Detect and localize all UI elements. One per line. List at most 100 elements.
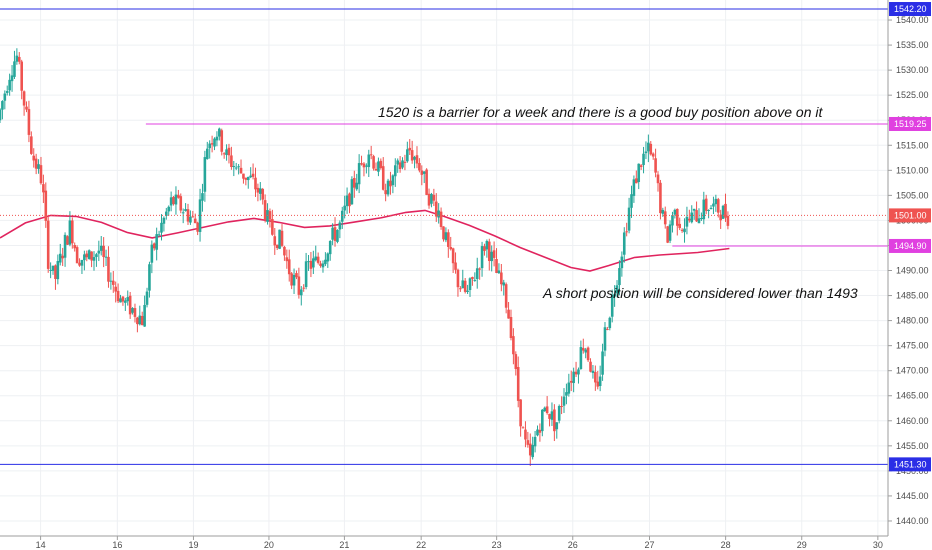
candle-body [10,75,14,82]
candle-down [273,227,277,255]
candle-up [259,182,262,201]
candle-up [661,207,665,217]
candle-down [78,258,81,267]
candle-body [220,130,224,152]
candle-up [304,252,308,290]
candle-down [581,338,585,354]
candle-body [193,218,197,224]
candle-down [589,358,592,373]
candle-body [160,222,163,233]
candle-down [42,174,45,204]
candle-down [606,326,609,331]
candle-body [61,255,64,259]
candle-body [591,370,595,373]
candle-down [548,413,551,427]
candle-up [396,158,399,173]
candle-body [109,280,113,282]
candle-body [150,244,154,263]
candle-body [328,241,332,255]
candle-body [654,158,657,173]
candle-down [432,188,436,207]
current-price-tag-bg [889,208,931,223]
candle-body [531,444,534,458]
candle-up [591,365,595,379]
candle-body [678,223,682,229]
candle-body [519,399,522,427]
candle-down [17,52,21,65]
candle-down [309,251,313,278]
candle-up [145,287,149,308]
candle-body [618,268,621,286]
candle-body [362,163,366,168]
candle-body [606,328,609,330]
candle-down [220,128,224,156]
candle-body [157,234,161,236]
candle-down [61,247,64,267]
candle-body [215,136,219,141]
candle-down [434,193,438,222]
time-axis-labels: 14 16 19 20 21 22 23 26 27 28 29 30 [36,536,883,550]
candle-body [46,220,50,269]
candle-body [203,157,207,192]
candle-body [345,195,349,207]
x-tick-label: 26 [568,540,578,550]
candle-up [324,252,327,267]
candle-up [109,272,113,290]
candle-up [601,343,604,381]
candle-body [466,290,469,292]
candle-body [562,396,566,406]
candle-body [246,176,250,181]
candle-down [538,423,542,442]
candle-body [210,143,214,145]
candle-down [569,370,573,392]
candle-down [297,267,301,299]
candle-body [437,210,440,218]
candle-down [244,177,248,186]
candle-down [678,217,682,231]
candle-up [541,409,544,437]
candle-down [85,250,89,262]
candle-up [618,260,621,296]
candle-body [174,194,178,205]
y-tick-label: 1440.00 [896,516,929,526]
candle-up [350,176,354,205]
candle-down [39,156,43,185]
candle-down [316,252,320,265]
candle-body [685,216,689,227]
candle-up [119,294,122,303]
candle-up [63,232,67,267]
candle-body [30,136,33,154]
candle-down [398,155,402,173]
candle-up [461,269,465,289]
candle-body [434,201,438,217]
candle-body [439,211,443,227]
candle-body [403,161,407,163]
candle-up [707,209,710,219]
candle-body [165,211,168,216]
candle-down [222,152,226,159]
x-tick-label: 30 [873,540,883,550]
candle-body [191,216,195,218]
candle-up [567,373,571,397]
candle-down [90,251,93,268]
candle-down [177,189,180,199]
y-tick-label: 1465.00 [896,391,929,401]
candle-up [367,149,371,178]
candle-up [386,178,390,197]
candle-up [13,50,16,79]
candle-down [210,135,214,153]
candle-up [555,422,559,439]
candle-body [27,109,31,135]
candle-body [504,284,508,308]
candle-up [702,191,706,225]
candle-body [104,256,108,258]
candle-body [184,209,187,212]
candle-up [357,154,361,194]
candle-body [661,209,665,214]
candle-body [581,347,585,351]
candle-down [553,404,556,442]
candle-body [333,227,337,241]
candle-up [15,48,19,65]
candle-up [692,208,696,220]
